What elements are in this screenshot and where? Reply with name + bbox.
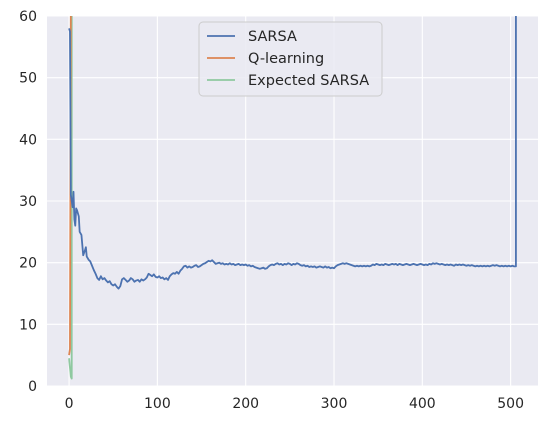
x-tick-label: 300 <box>321 396 348 412</box>
x-tick-label: 0 <box>65 396 74 412</box>
x-tick-label: 100 <box>144 396 171 412</box>
grid <box>47 15 538 387</box>
series-layer <box>68 16 517 380</box>
legend-label: SARSA <box>248 29 297 45</box>
x-tick-label: 200 <box>232 396 259 412</box>
y-tick-label: 10 <box>19 317 37 333</box>
x-tick-label: 500 <box>497 396 524 412</box>
legend-label: Expected SARSA <box>248 73 369 89</box>
y-tick-label: 60 <box>19 9 37 25</box>
legend-label: Q-learning <box>248 51 324 67</box>
y-tick-label: 30 <box>19 194 37 210</box>
legend: SARSA Q-learning Expected SARSA <box>198 21 383 97</box>
legend-box <box>198 21 383 97</box>
series-line-expected-sarsa <box>68 16 73 380</box>
y-tick-label: 20 <box>19 256 37 272</box>
series-line-sarsa <box>68 16 517 290</box>
tick-labels: 0 10 20 30 40 50 60 0 100 200 300 400 500 <box>19 9 524 412</box>
y-tick-label: 0 <box>28 379 37 395</box>
x-tick-label: 400 <box>409 396 436 412</box>
y-tick-label: 50 <box>19 71 37 87</box>
y-tick-label: 40 <box>19 132 37 148</box>
